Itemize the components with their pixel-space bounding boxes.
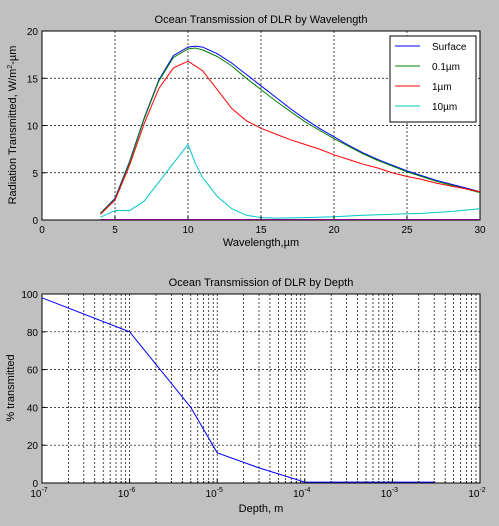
x-tick-label: 10-3	[381, 487, 398, 500]
grid-depth	[42, 294, 480, 483]
legend-entry: Surface	[432, 42, 467, 53]
series-line-0-1-m	[100, 47, 481, 214]
x-tick-label: 30	[474, 225, 486, 236]
chart-depth: 10-7 10-6 10-5 10-4 10-3 10-2 0 20 40 60 80 100 Oce…	[5, 277, 486, 515]
title-depth: Ocean Transmission of DLR by Depth	[169, 277, 354, 289]
y-tick-label: 20	[27, 441, 39, 452]
series-line-surface	[100, 45, 481, 214]
y-tick-label: 0	[32, 216, 38, 227]
y-tick-label: 15	[27, 74, 39, 85]
plot-area-depth	[41, 293, 481, 484]
y-tick-label: 20	[27, 27, 39, 38]
x-tick-label: 20	[328, 225, 340, 236]
x-tick-label: 10-5	[206, 487, 223, 500]
x-tick-label: 25	[401, 225, 413, 236]
x-tick-label: 5	[112, 225, 118, 236]
x-tick-label: 15	[255, 225, 267, 236]
x-tick-label: 10-4	[293, 487, 310, 500]
x-tick-label: 10	[182, 225, 194, 236]
ticks-wavelength: 0 5 10 15 20 25 30 0 5 10 15 20	[27, 27, 486, 236]
ylabel-wavelength-sup: 2	[7, 65, 14, 69]
x-tick-label: 10-6	[118, 487, 135, 500]
y-tick-label: 5	[32, 169, 38, 180]
xlabel-depth: Depth, m	[239, 503, 284, 515]
y-tick-label: 10	[27, 122, 39, 133]
series-line-10-m	[100, 143, 481, 219]
legend-entry: 0.1µm	[432, 62, 460, 73]
y-tick-label: 0	[32, 479, 38, 490]
xlabel-wavelength: Wavelength,µm	[223, 237, 299, 249]
y-tick-label: 40	[27, 403, 39, 414]
x-tick-label: 0	[39, 225, 45, 236]
x-tick-label: 10-2	[468, 487, 485, 500]
title-wavelength: Ocean Transmission of DLR by Wavelength	[155, 14, 368, 26]
y-tick-label: 60	[27, 366, 39, 377]
ticks-depth: 10-7 10-6 10-5 10-4 10-3 10-2 0 20 40 60 80 100	[21, 290, 485, 500]
chart-wavelength: 0 5 10 15 20 25 30 0 5 10 15 20 Ocean Transmission …	[7, 14, 486, 249]
y-tick-label: 80	[27, 328, 39, 339]
x-tick-label: 10-7	[30, 487, 47, 500]
legend-entry: 10µm	[432, 102, 457, 113]
ylabel-wavelength-tail: -µm	[7, 46, 19, 65]
legend-box	[389, 35, 477, 123]
ylabel-depth: % transmitted	[5, 354, 17, 421]
y-tick-label: 100	[21, 290, 38, 301]
series-lines-wavelength	[100, 45, 481, 220]
legend-entry: 1µm	[432, 82, 452, 93]
ylabel-wavelength-base: Radiation Transmitted, W/m	[7, 69, 19, 205]
legend-wavelength: Surface 0.1µm 1µm 10µm	[389, 35, 477, 123]
series-line-1-m	[100, 60, 481, 215]
ylabel-wavelength: Radiation Transmitted, W/m2-µm	[7, 46, 19, 205]
